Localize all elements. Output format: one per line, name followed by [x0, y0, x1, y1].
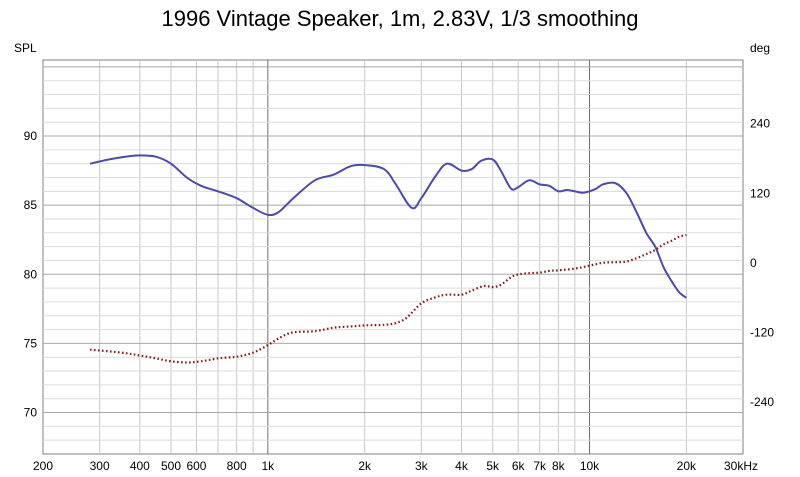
x-tick-label: 500	[161, 459, 181, 473]
y-axis-label-left: SPL	[14, 41, 37, 55]
x-tick-label: 5k	[486, 459, 500, 473]
x-tick-label: 800	[227, 459, 247, 473]
plot-area	[42, 59, 744, 455]
x-tick-label: 10k	[580, 459, 600, 473]
series-group	[89, 154, 687, 364]
spl-series-line	[89, 154, 687, 299]
x-tick-label: 600	[186, 459, 206, 473]
y-tick-label-left: 90	[24, 129, 38, 143]
x-tick-label: 20k	[677, 459, 697, 473]
x-tick-label: 400	[130, 459, 150, 473]
y-tick-label-left: 80	[24, 267, 38, 281]
y-tick-label-right: 120	[750, 186, 770, 200]
x-tick-label: 300	[90, 459, 110, 473]
y-tick-label-right: -240	[750, 395, 774, 409]
tick-labels: 200 300 400 500 600 800 1k 2k 3k 4k 5k 6k 7k 8k 10k 20k…	[24, 117, 775, 473]
y-tick-label-left: 70	[24, 406, 38, 420]
x-tick-label: 7k	[533, 459, 547, 473]
y-tick-label-left: 85	[24, 198, 38, 212]
y-tick-label-left: 75	[24, 336, 38, 350]
x-tick-label: 8k	[552, 459, 566, 473]
y-tick-label-right: 0	[750, 256, 757, 270]
y-axis-label-right: deg	[750, 41, 770, 55]
phase-series-line	[89, 233, 687, 364]
y-tick-label-right: 240	[750, 117, 770, 131]
x-tick-label: 200	[33, 459, 53, 473]
x-tick-label: 4k	[455, 459, 469, 473]
x-tick-label: 6k	[512, 459, 526, 473]
x-tick-label: 2k	[358, 459, 372, 473]
x-tick-label: 3k	[415, 459, 429, 473]
chart-title: 1996 Vintage Speaker, 1m, 2.83V, 1/3 smo…	[161, 6, 639, 31]
grid	[43, 60, 743, 454]
x-tick-label: 1k	[261, 459, 275, 473]
x-tick-label: 30kHz	[724, 459, 758, 473]
y-tick-label-right: -120	[750, 325, 774, 339]
